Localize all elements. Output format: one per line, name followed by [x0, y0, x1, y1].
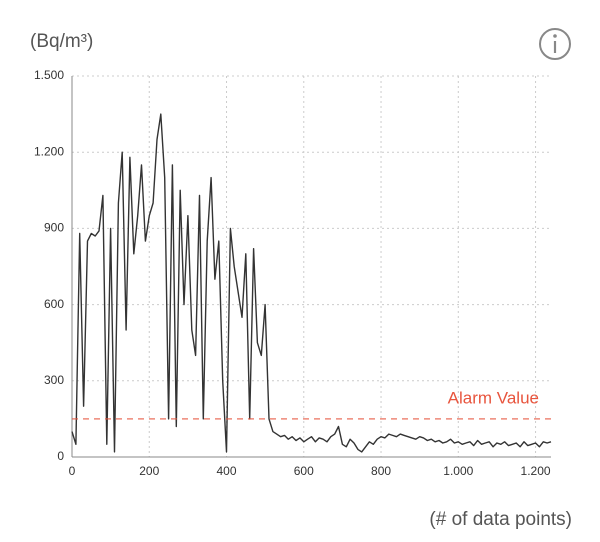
x-tick-label: 0: [69, 464, 76, 478]
x-tick-label: 600: [294, 464, 314, 478]
x-tick-label: 200: [139, 464, 159, 478]
y-tick-label: 900: [44, 221, 64, 235]
y-tick-label: 1.500: [34, 68, 64, 82]
y-unit-label: (Bq/m³): [30, 31, 93, 52]
x-tick-label: 1.000: [443, 464, 473, 478]
x-axis-label: (# of data points): [429, 509, 572, 530]
x-tick-label: 800: [371, 464, 391, 478]
info-icon[interactable]: [539, 28, 571, 60]
x-tick-label: 1.200: [521, 464, 551, 478]
y-tick-label: 1.200: [34, 144, 64, 158]
y-tick-label: 0: [57, 449, 64, 463]
data-line: [71, 113, 552, 453]
alarm-label: Alarm Value: [448, 388, 539, 407]
y-tick-label: 300: [44, 373, 64, 387]
y-tick-label: 600: [44, 297, 64, 311]
x-tick-label: 400: [217, 464, 237, 478]
